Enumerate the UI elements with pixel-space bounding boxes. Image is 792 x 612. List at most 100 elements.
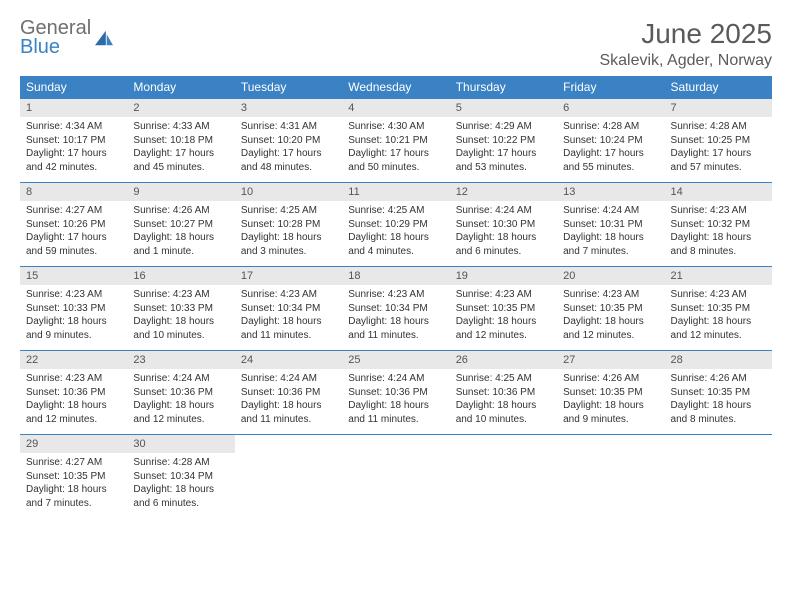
calendar-cell: 3Sunrise: 4:31 AMSunset: 10:20 PMDayligh… <box>235 99 342 183</box>
day-details: Sunrise: 4:23 AMSunset: 10:33 PMDaylight… <box>20 285 127 350</box>
day-number: 8 <box>20 183 127 201</box>
day-details: Sunrise: 4:23 AMSunset: 10:32 PMDaylight… <box>665 201 772 266</box>
day-details: Sunrise: 4:23 AMSunset: 10:35 PMDaylight… <box>557 285 664 350</box>
calendar-cell: 29Sunrise: 4:27 AMSunset: 10:35 PMDaylig… <box>20 435 127 519</box>
day-details: Sunrise: 4:23 AMSunset: 10:36 PMDaylight… <box>20 369 127 434</box>
calendar-cell: 20Sunrise: 4:23 AMSunset: 10:35 PMDaylig… <box>557 267 664 351</box>
day-number: 16 <box>127 267 234 285</box>
day-details: Sunrise: 4:24 AMSunset: 10:36 PMDaylight… <box>235 369 342 434</box>
day-details: Sunrise: 4:28 AMSunset: 10:25 PMDaylight… <box>665 117 772 182</box>
calendar-cell: 12Sunrise: 4:24 AMSunset: 10:30 PMDaylig… <box>450 183 557 267</box>
day-details: Sunrise: 4:31 AMSunset: 10:20 PMDaylight… <box>235 117 342 182</box>
day-number: 2 <box>127 99 234 117</box>
day-number: 23 <box>127 351 234 369</box>
day-number: 22 <box>20 351 127 369</box>
calendar-row: 22Sunrise: 4:23 AMSunset: 10:36 PMDaylig… <box>20 351 772 435</box>
calendar-cell: 14Sunrise: 4:23 AMSunset: 10:32 PMDaylig… <box>665 183 772 267</box>
calendar-cell: 15Sunrise: 4:23 AMSunset: 10:33 PMDaylig… <box>20 267 127 351</box>
day-details: Sunrise: 4:24 AMSunset: 10:36 PMDaylight… <box>342 369 449 434</box>
calendar-cell: 10Sunrise: 4:25 AMSunset: 10:28 PMDaylig… <box>235 183 342 267</box>
day-number: 3 <box>235 99 342 117</box>
day-details: Sunrise: 4:24 AMSunset: 10:36 PMDaylight… <box>127 369 234 434</box>
day-number: 30 <box>127 435 234 453</box>
weekday-header: Sunday <box>20 76 127 99</box>
location-text: Skalevik, Agder, Norway <box>599 52 772 70</box>
weekday-header-row: Sunday Monday Tuesday Wednesday Thursday… <box>20 76 772 99</box>
weekday-header: Monday <box>127 76 234 99</box>
day-number: 10 <box>235 183 342 201</box>
day-number: 4 <box>342 99 449 117</box>
day-number: 1 <box>20 99 127 117</box>
day-number: 21 <box>665 267 772 285</box>
calendar-cell: 9Sunrise: 4:26 AMSunset: 10:27 PMDayligh… <box>127 183 234 267</box>
calendar-cell: 4Sunrise: 4:30 AMSunset: 10:21 PMDayligh… <box>342 99 449 183</box>
calendar-cell: 16Sunrise: 4:23 AMSunset: 10:33 PMDaylig… <box>127 267 234 351</box>
brand-logo: General Blue <box>20 18 115 57</box>
day-number: 29 <box>20 435 127 453</box>
day-details: Sunrise: 4:24 AMSunset: 10:31 PMDaylight… <box>557 201 664 266</box>
calendar-cell: 26Sunrise: 4:25 AMSunset: 10:36 PMDaylig… <box>450 351 557 435</box>
day-details: Sunrise: 4:26 AMSunset: 10:35 PMDaylight… <box>557 369 664 434</box>
calendar-cell: 21Sunrise: 4:23 AMSunset: 10:35 PMDaylig… <box>665 267 772 351</box>
calendar-row: 29Sunrise: 4:27 AMSunset: 10:35 PMDaylig… <box>20 435 772 519</box>
page-title: June 2025 <box>599 18 772 50</box>
day-number: 26 <box>450 351 557 369</box>
day-number: 11 <box>342 183 449 201</box>
calendar-cell: 7Sunrise: 4:28 AMSunset: 10:25 PMDayligh… <box>665 99 772 183</box>
calendar-cell <box>450 435 557 519</box>
day-details: Sunrise: 4:23 AMSunset: 10:34 PMDaylight… <box>235 285 342 350</box>
weekday-header: Friday <box>557 76 664 99</box>
day-number: 27 <box>557 351 664 369</box>
day-number: 13 <box>557 183 664 201</box>
header: General Blue June 2025 Skalevik, Agder, … <box>20 18 772 70</box>
calendar-cell <box>235 435 342 519</box>
calendar-row: 1Sunrise: 4:34 AMSunset: 10:17 PMDayligh… <box>20 99 772 183</box>
day-number: 25 <box>342 351 449 369</box>
day-number: 20 <box>557 267 664 285</box>
day-details: Sunrise: 4:24 AMSunset: 10:30 PMDaylight… <box>450 201 557 266</box>
day-details: Sunrise: 4:25 AMSunset: 10:28 PMDaylight… <box>235 201 342 266</box>
day-number: 18 <box>342 267 449 285</box>
calendar-cell: 13Sunrise: 4:24 AMSunset: 10:31 PMDaylig… <box>557 183 664 267</box>
calendar-cell: 22Sunrise: 4:23 AMSunset: 10:36 PMDaylig… <box>20 351 127 435</box>
calendar-cell <box>665 435 772 519</box>
calendar-cell: 27Sunrise: 4:26 AMSunset: 10:35 PMDaylig… <box>557 351 664 435</box>
weekday-header: Tuesday <box>235 76 342 99</box>
day-number: 17 <box>235 267 342 285</box>
day-number: 15 <box>20 267 127 285</box>
day-details: Sunrise: 4:23 AMSunset: 10:35 PMDaylight… <box>665 285 772 350</box>
weekday-header: Saturday <box>665 76 772 99</box>
calendar-cell: 24Sunrise: 4:24 AMSunset: 10:36 PMDaylig… <box>235 351 342 435</box>
weekday-header: Thursday <box>450 76 557 99</box>
day-details: Sunrise: 4:25 AMSunset: 10:29 PMDaylight… <box>342 201 449 266</box>
calendar-cell: 2Sunrise: 4:33 AMSunset: 10:18 PMDayligh… <box>127 99 234 183</box>
day-number: 5 <box>450 99 557 117</box>
day-details: Sunrise: 4:25 AMSunset: 10:36 PMDaylight… <box>450 369 557 434</box>
day-details: Sunrise: 4:27 AMSunset: 10:26 PMDaylight… <box>20 201 127 266</box>
day-number: 28 <box>665 351 772 369</box>
brand-sail-icon <box>93 29 115 47</box>
day-details: Sunrise: 4:23 AMSunset: 10:35 PMDaylight… <box>450 285 557 350</box>
day-details: Sunrise: 4:28 AMSunset: 10:34 PMDaylight… <box>127 453 234 518</box>
day-details: Sunrise: 4:27 AMSunset: 10:35 PMDaylight… <box>20 453 127 518</box>
calendar-cell: 28Sunrise: 4:26 AMSunset: 10:35 PMDaylig… <box>665 351 772 435</box>
calendar-cell: 8Sunrise: 4:27 AMSunset: 10:26 PMDayligh… <box>20 183 127 267</box>
calendar-cell: 6Sunrise: 4:28 AMSunset: 10:24 PMDayligh… <box>557 99 664 183</box>
day-details: Sunrise: 4:23 AMSunset: 10:34 PMDaylight… <box>342 285 449 350</box>
calendar-cell <box>557 435 664 519</box>
day-number: 7 <box>665 99 772 117</box>
calendar-cell: 19Sunrise: 4:23 AMSunset: 10:35 PMDaylig… <box>450 267 557 351</box>
day-details: Sunrise: 4:34 AMSunset: 10:17 PMDaylight… <box>20 117 127 182</box>
calendar-cell: 23Sunrise: 4:24 AMSunset: 10:36 PMDaylig… <box>127 351 234 435</box>
calendar-cell: 17Sunrise: 4:23 AMSunset: 10:34 PMDaylig… <box>235 267 342 351</box>
calendar-table: Sunday Monday Tuesday Wednesday Thursday… <box>20 76 772 518</box>
calendar-cell: 30Sunrise: 4:28 AMSunset: 10:34 PMDaylig… <box>127 435 234 519</box>
calendar-row: 15Sunrise: 4:23 AMSunset: 10:33 PMDaylig… <box>20 267 772 351</box>
calendar-cell: 11Sunrise: 4:25 AMSunset: 10:29 PMDaylig… <box>342 183 449 267</box>
calendar-cell: 18Sunrise: 4:23 AMSunset: 10:34 PMDaylig… <box>342 267 449 351</box>
day-number: 9 <box>127 183 234 201</box>
day-details: Sunrise: 4:28 AMSunset: 10:24 PMDaylight… <box>557 117 664 182</box>
calendar-cell: 5Sunrise: 4:29 AMSunset: 10:22 PMDayligh… <box>450 99 557 183</box>
calendar-cell <box>342 435 449 519</box>
day-number: 19 <box>450 267 557 285</box>
